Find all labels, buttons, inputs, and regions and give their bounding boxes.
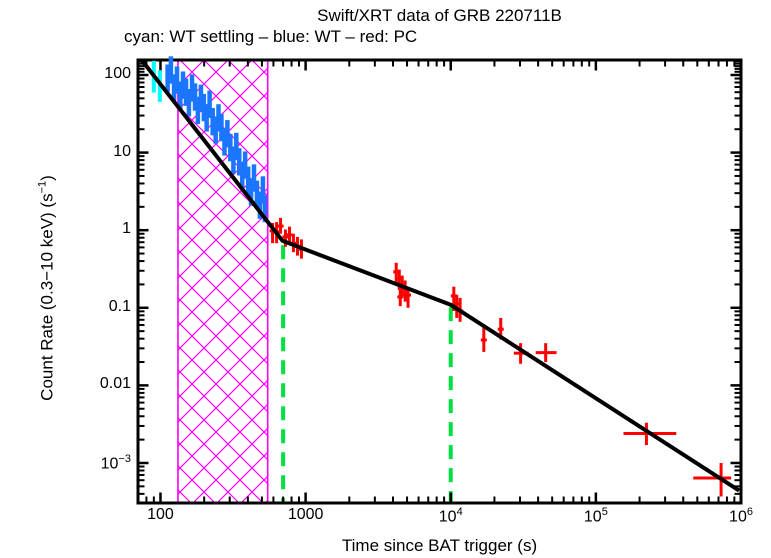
- y-tick-label: 10: [113, 142, 131, 160]
- x-tick-label: 106: [729, 506, 753, 526]
- x-tick-label: 105: [583, 506, 608, 526]
- y-tick-label: 10−3: [100, 452, 131, 473]
- axes-frame: [136, 58, 743, 505]
- x-axis-label: Time since BAT trigger (s): [341, 536, 538, 555]
- chart-title: Swift/XRT data of GRB 220711B: [317, 6, 562, 25]
- y-tick-label: 1: [122, 220, 131, 238]
- model-fit-line: [140, 59, 741, 493]
- x-tick-label: 100: [147, 506, 174, 523]
- x-tick-label: 1000: [287, 506, 324, 523]
- chart-subtitle-legend: cyan: WT settling – blue: WT – red: PC: [124, 27, 418, 46]
- x-tick-label: 104: [438, 506, 463, 526]
- series-pc: [269, 217, 732, 497]
- y-tick-label: 100: [104, 64, 131, 82]
- y-axis-label: Count Rate (0.3−10 keV) (s−1): [36, 175, 57, 401]
- series-wt: [165, 56, 268, 223]
- y-tick-label: 0.01: [99, 375, 131, 393]
- y-tick-label: 0.1: [108, 297, 131, 315]
